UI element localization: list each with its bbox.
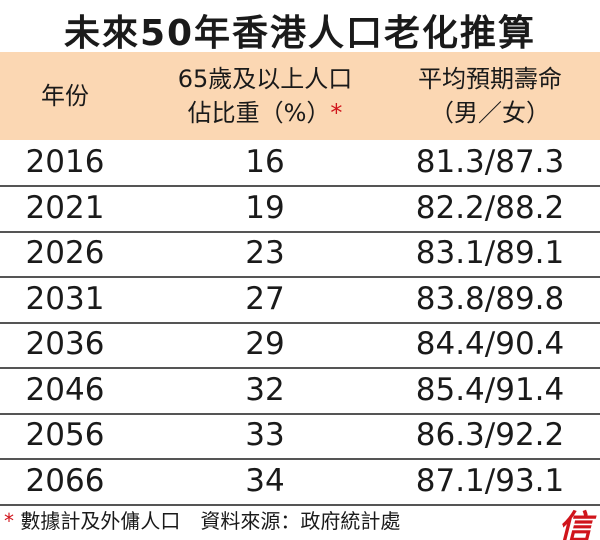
footnote-mark: * xyxy=(4,509,14,533)
table-row: 2046 32 85.4/91.4 xyxy=(0,368,600,415)
table-cell: 87.1/93.1 xyxy=(415,462,565,499)
header-text: 年份 xyxy=(41,82,89,110)
logo: 信 xyxy=(558,508,592,540)
footnote-text: 數據計及外傭人口 資料來源：政府統計處 xyxy=(20,509,401,533)
header-mark: * xyxy=(330,99,343,127)
table-cell: 2036 xyxy=(25,326,105,362)
header-cell: 平均預期壽命 （男／女） xyxy=(390,52,590,140)
table-cell: 2021 xyxy=(25,189,105,226)
table-row: 2016 16 81.3/87.3 xyxy=(0,140,600,187)
table-cell: 23 xyxy=(245,235,285,271)
footnote: * 數據計及外傭人口 資料來源：政府統計處 xyxy=(4,506,400,536)
header-line: （男／女） xyxy=(430,96,550,130)
table-cell: 2026 xyxy=(25,235,105,271)
header-line: 65歲及以上人口 xyxy=(178,62,353,96)
table-row: 2031 27 83.8/89.8 xyxy=(0,277,600,324)
table-cell: 82.2/88.2 xyxy=(415,189,565,226)
header-line: 年份 xyxy=(41,79,89,113)
table-header: 年份 65歲及以上人口佔比重（%）* 平均預期壽命 （男／女） xyxy=(0,52,600,140)
table-row: 2056 33 86.3/92.2 xyxy=(0,413,600,460)
header-line: 平均預期壽命 xyxy=(418,62,562,96)
table-cell: 85.4/91.4 xyxy=(415,371,565,408)
table-cell: 2046 xyxy=(25,371,105,408)
table-cell: 16 xyxy=(245,144,285,180)
header-text: 平均預期壽命 xyxy=(418,65,562,93)
table-cell: 2066 xyxy=(25,462,105,499)
table-cell: 19 xyxy=(245,189,285,226)
table-cell: 81.3/87.3 xyxy=(415,144,565,180)
table-row: 2036 29 84.4/90.4 xyxy=(0,322,600,369)
header-text: （男／女） xyxy=(430,99,550,127)
table-cell: 83.8/89.8 xyxy=(415,280,565,317)
table-cell: 84.4/90.4 xyxy=(415,326,565,362)
table-cell: 83.1/89.1 xyxy=(415,235,565,271)
title: 未來50年香港人口老化推算 xyxy=(63,13,537,54)
table-cell: 86.3/92.2 xyxy=(415,417,565,453)
table-cell: 33 xyxy=(245,417,285,453)
table-cell: 29 xyxy=(245,326,285,362)
table-cell: 34 xyxy=(245,462,285,499)
table-row: 2026 23 83.1/89.1 xyxy=(0,231,600,278)
table-cell: 2016 xyxy=(25,144,105,180)
header-cell: 年份 xyxy=(10,52,120,140)
header-text: 佔比重（%） xyxy=(187,99,331,127)
header-cell: 65歲及以上人口佔比重（%）* xyxy=(140,52,390,140)
table-cell: 2056 xyxy=(25,417,105,453)
table-row: 2066 34 87.1/93.1 xyxy=(0,459,600,506)
header-line: 佔比重（%）* xyxy=(188,96,343,130)
table-cell: 32 xyxy=(245,371,285,408)
table-row: 2021 19 82.2/88.2 xyxy=(0,186,600,233)
header-text: 65歲及以上人口 xyxy=(177,65,353,93)
table-cell: 27 xyxy=(245,280,285,317)
table-cell: 2031 xyxy=(25,280,105,317)
